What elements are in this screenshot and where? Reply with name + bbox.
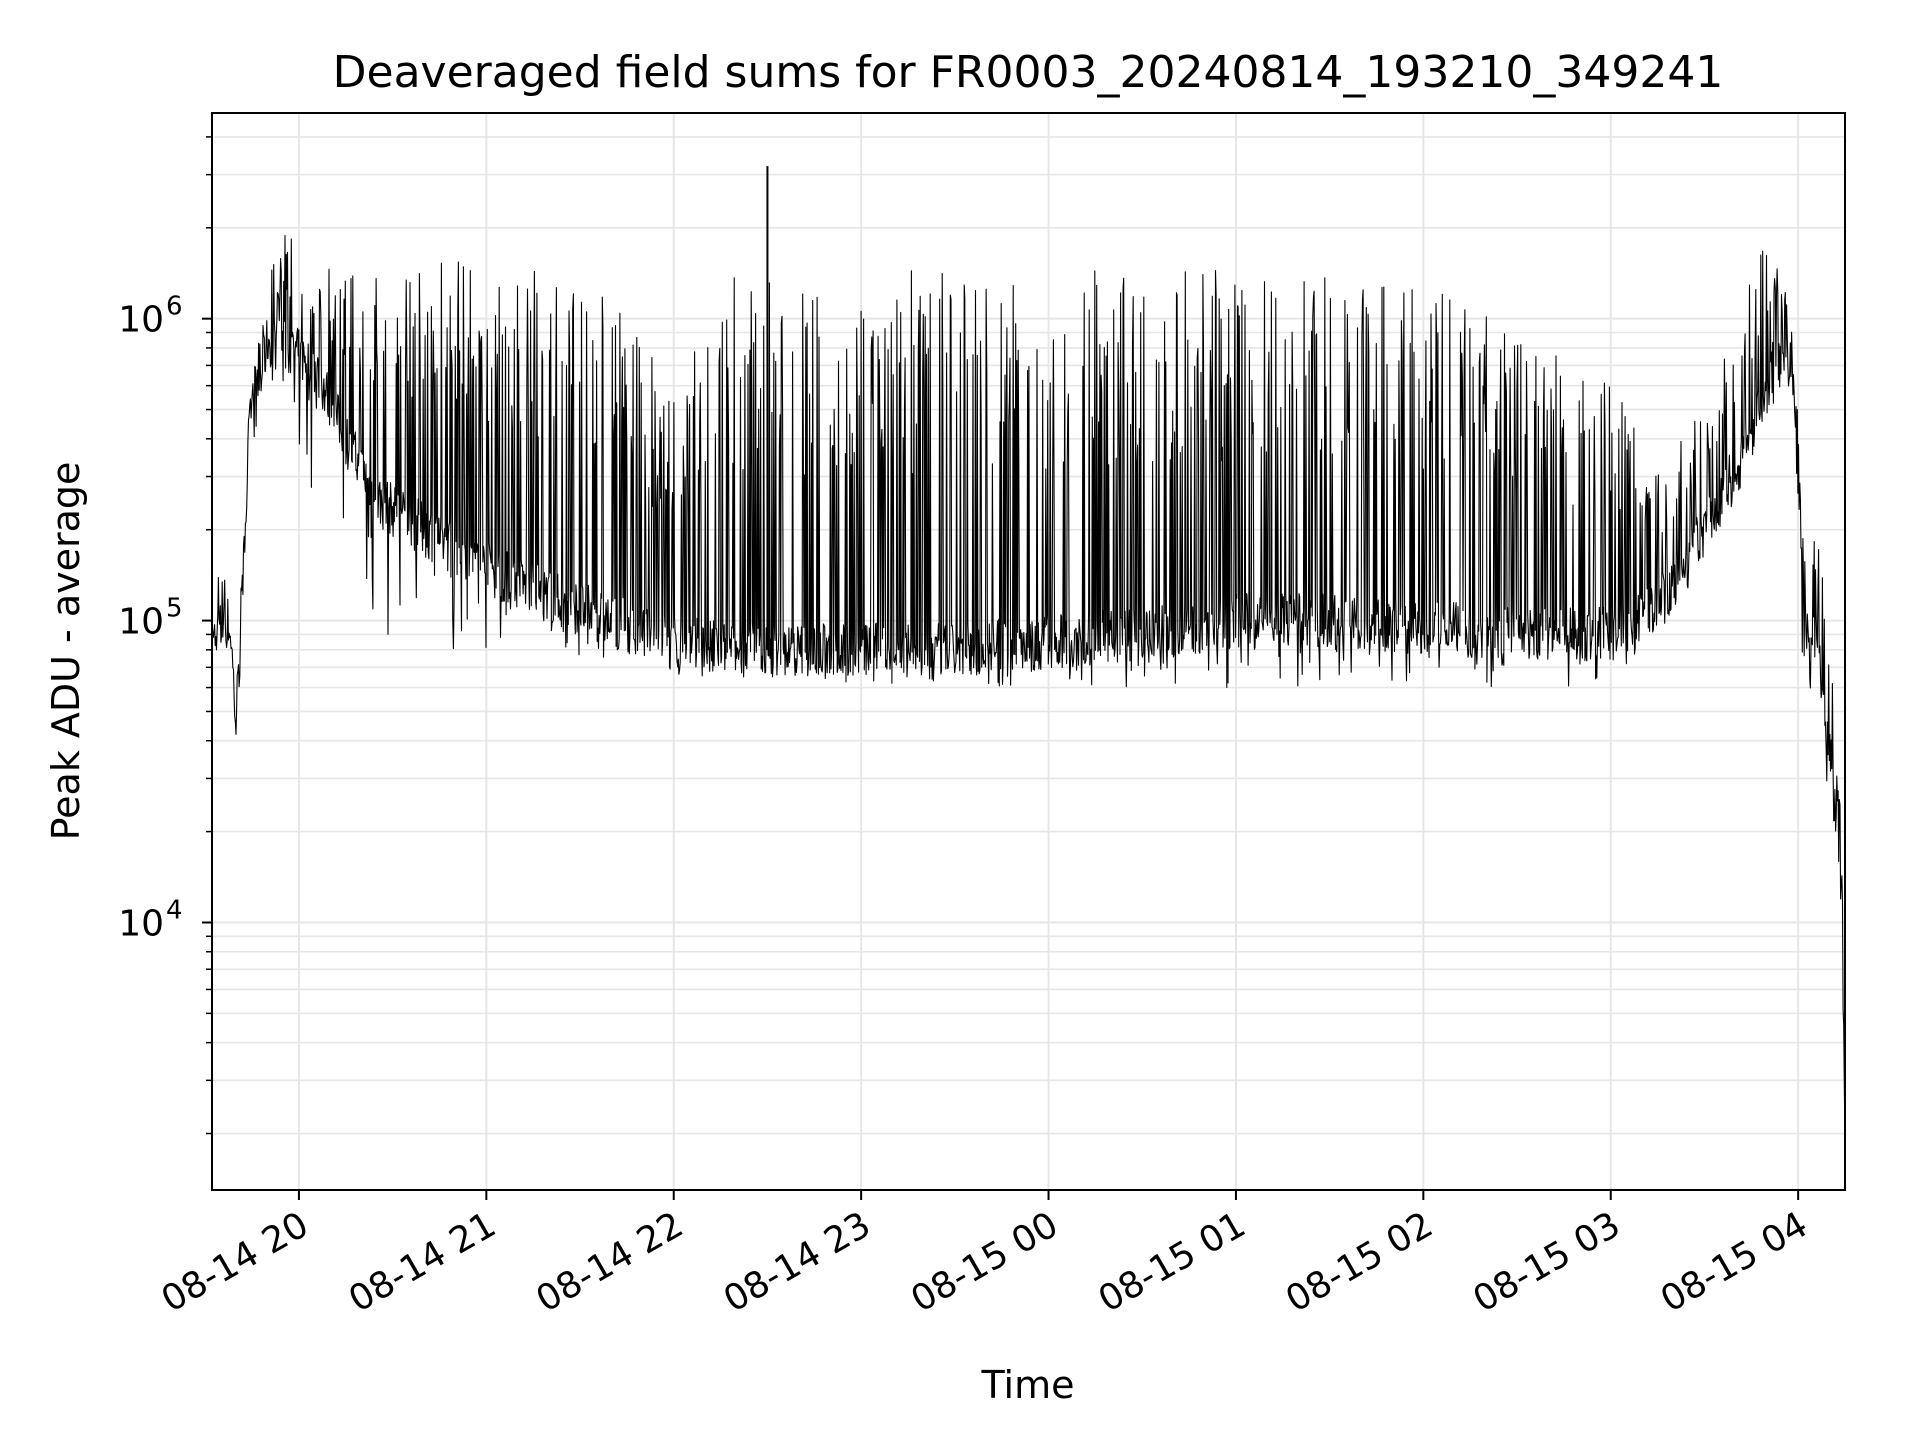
plot-frame (211, 112, 1846, 1191)
x-axis-label: Time (981, 1363, 1075, 1407)
series-trace (210, 234, 1846, 1135)
data-series-line (210, 166, 1846, 1135)
y-axis-label: Peak ADU - average (44, 462, 88, 841)
y-tick-label: 10 (118, 903, 164, 944)
y-tick-label: 10 (118, 300, 164, 341)
y-tick-exponent: 6 (166, 292, 183, 322)
y-tick-label: 10 (118, 602, 164, 643)
y-tick-exponent: 5 (166, 594, 183, 624)
y-tick-exponent: 4 (166, 895, 183, 925)
chart-title: Deaveraged field sums for FR0003_2024081… (333, 47, 1724, 98)
